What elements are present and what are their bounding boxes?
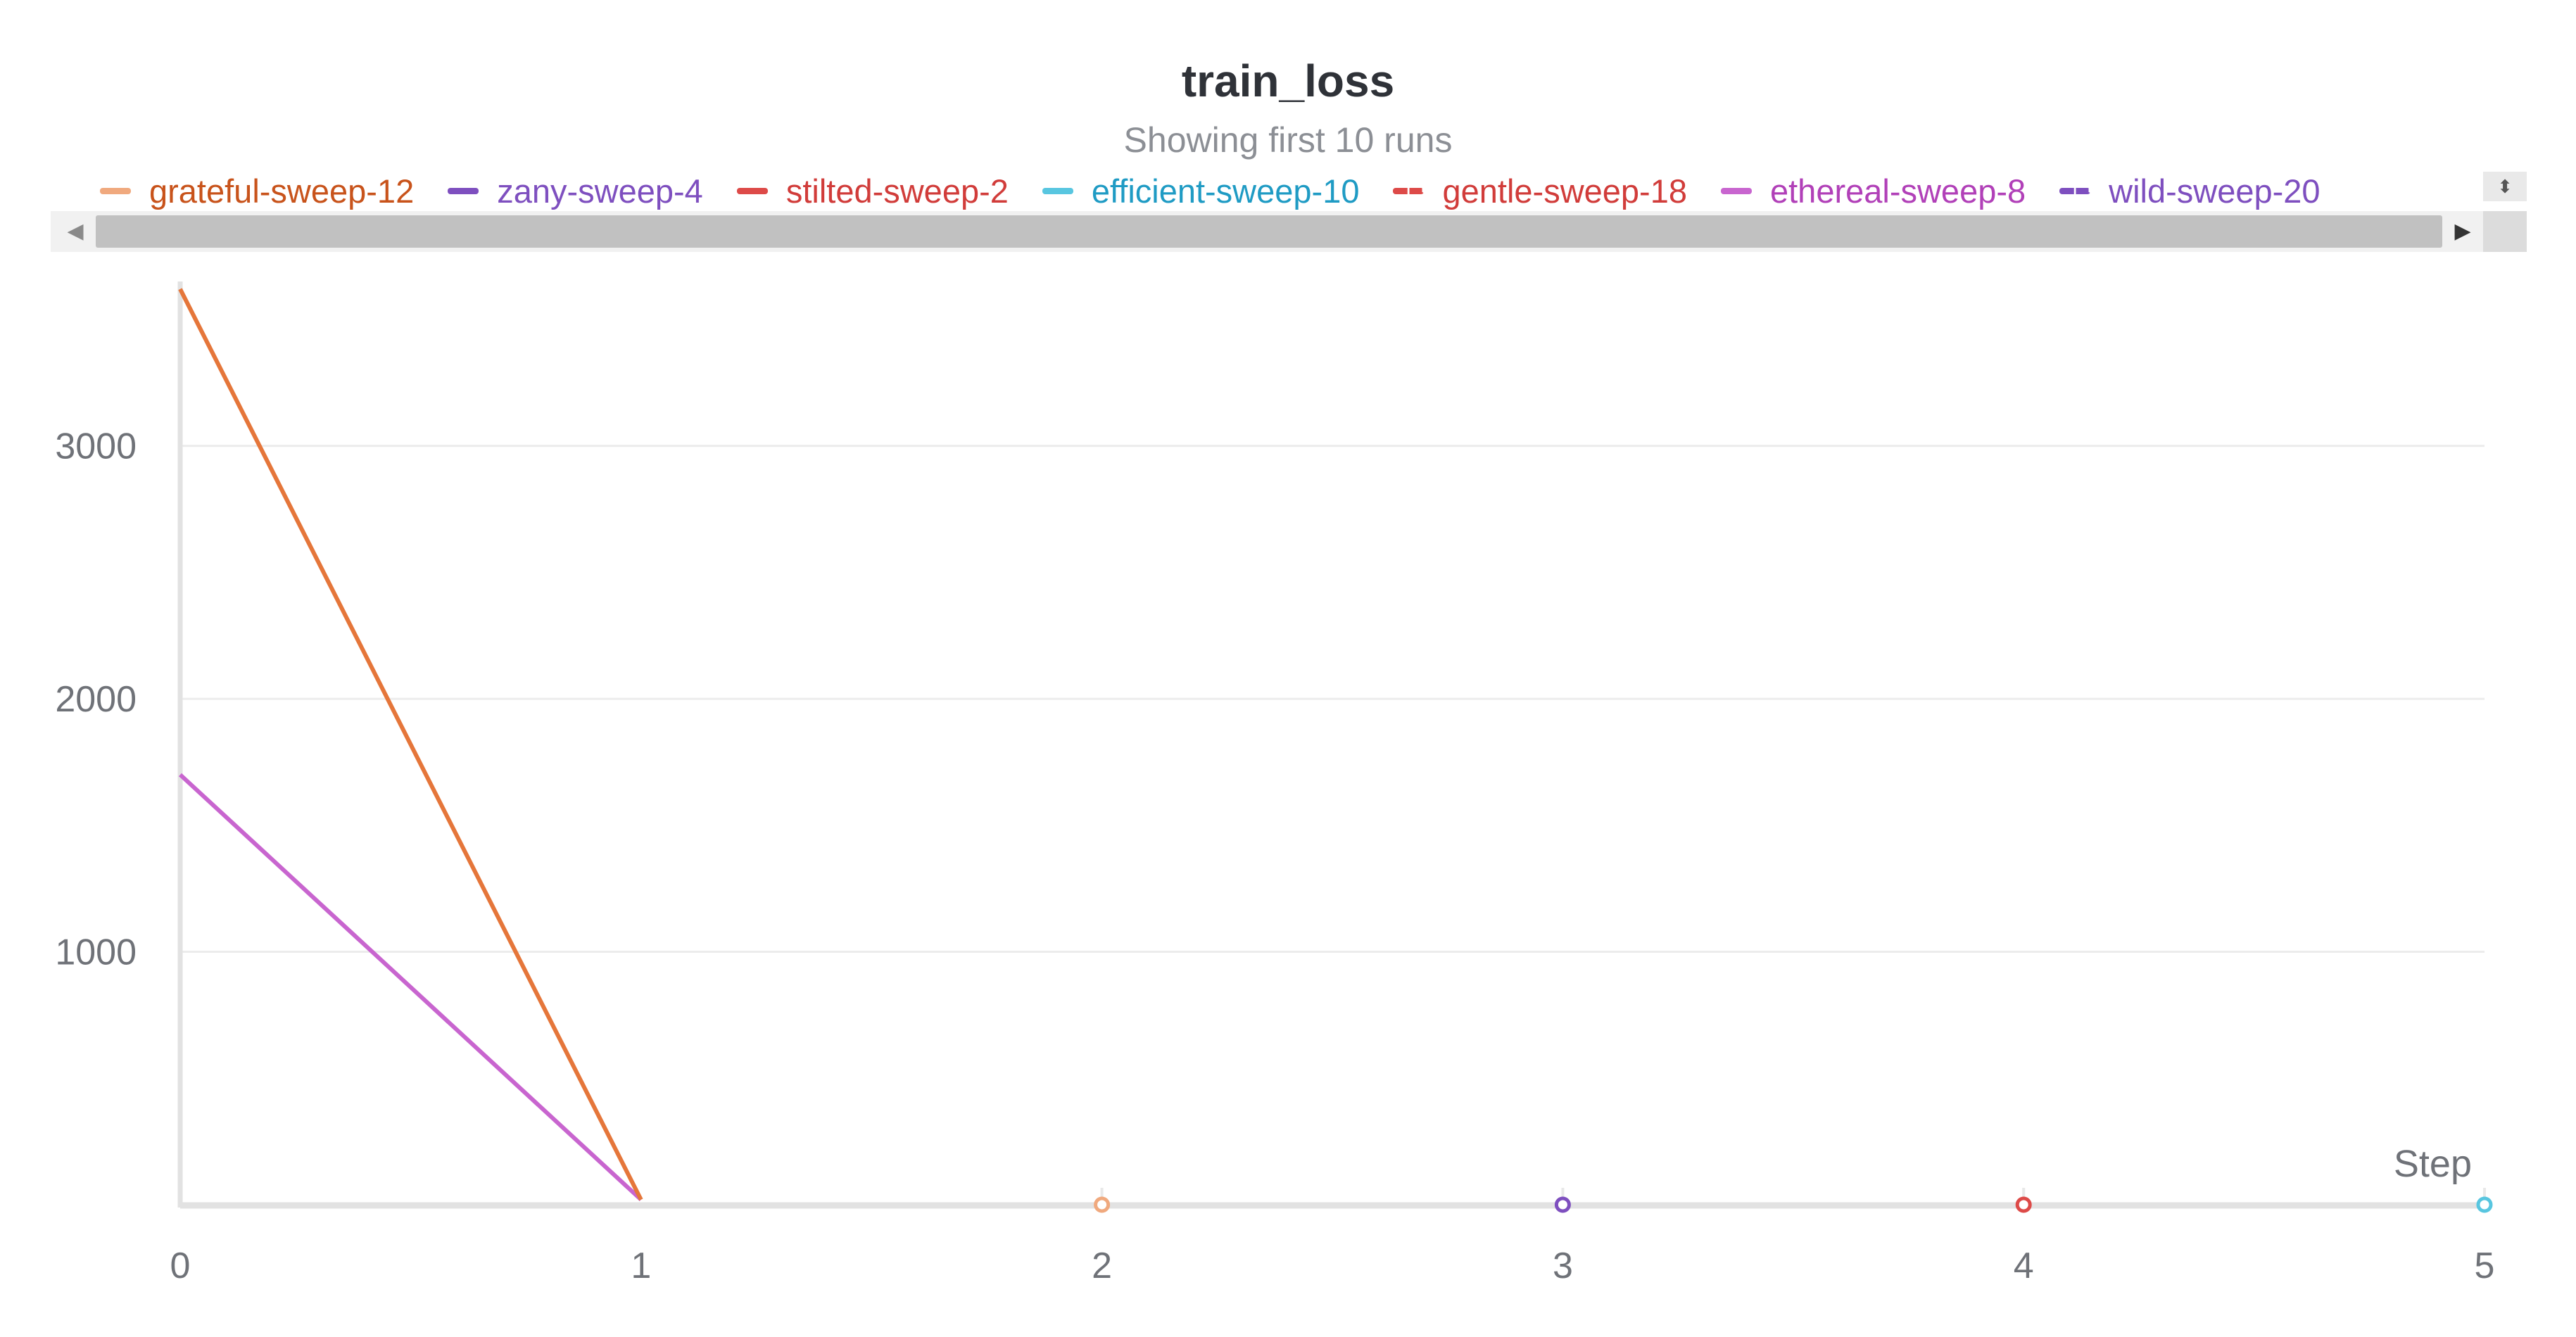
legend-label: ethereal-sweep-8 bbox=[1769, 172, 2026, 210]
series-lines bbox=[178, 288, 2493, 1213]
grid-lines bbox=[180, 445, 2485, 953]
legend-item[interactable]: stilted-sweep-2 bbox=[736, 172, 1009, 210]
series-line bbox=[178, 773, 643, 1202]
legend-swatch bbox=[1042, 187, 1073, 194]
data-point bbox=[2015, 1196, 2032, 1213]
legend-item[interactable]: wild-sweep-20 bbox=[2059, 172, 2321, 210]
legend-item[interactable]: grateful-sweep-12 bbox=[100, 172, 414, 210]
legend-items: grateful-sweep-12 zany-sweep-4 stilted-swe… bbox=[100, 167, 2354, 214]
legend-swatch bbox=[1393, 187, 1425, 194]
data-point bbox=[1094, 1196, 1111, 1213]
legend-swatch bbox=[2059, 187, 2091, 194]
axes bbox=[177, 281, 2485, 1209]
legend-swatch bbox=[100, 187, 131, 194]
legend: grateful-sweep-12 zany-sweep-4 stilted-swe… bbox=[51, 167, 2527, 252]
legend-swatch bbox=[1720, 187, 1752, 194]
legend-item[interactable]: ethereal-sweep-8 bbox=[1720, 172, 2026, 210]
scroll-right-arrow-icon[interactable]: ▶ bbox=[2454, 220, 2471, 243]
legend-label: gentle-sweep-18 bbox=[1442, 172, 1687, 210]
x-tick-label: 1 bbox=[631, 1246, 651, 1286]
legend-label: efficient-sweep-10 bbox=[1091, 172, 1360, 210]
x-axis-title: Step bbox=[2394, 1143, 2472, 1185]
x-tick-label: 5 bbox=[2475, 1246, 2495, 1286]
series-line bbox=[178, 288, 643, 1201]
chart-subtitle: Showing first 10 runs bbox=[1123, 120, 1453, 160]
legend-swatch bbox=[448, 187, 479, 194]
y-tick-label: 2000 bbox=[55, 679, 137, 720]
legend-swatch bbox=[736, 187, 768, 194]
legend-label: wild-sweep-20 bbox=[2109, 172, 2321, 210]
data-point bbox=[2476, 1196, 2493, 1213]
y-tick-label: 3000 bbox=[55, 426, 137, 467]
legend-item[interactable]: efficient-sweep-10 bbox=[1042, 172, 1360, 210]
chart-title: train_loss bbox=[1181, 56, 1395, 106]
legend-scroll-vertical-icon[interactable]: ⬍ bbox=[2483, 172, 2527, 201]
scroll-left-arrow-icon[interactable]: ◀ bbox=[67, 220, 84, 243]
legend-label: zany-sweep-4 bbox=[497, 172, 703, 210]
legend-item[interactable]: gentle-sweep-18 bbox=[1393, 172, 1687, 210]
scrollbar-thumb[interactable] bbox=[96, 215, 2442, 248]
legend-label: grateful-sweep-12 bbox=[149, 172, 415, 210]
x-tick-label: 0 bbox=[170, 1246, 191, 1286]
legend-item[interactable]: zany-sweep-4 bbox=[448, 172, 703, 210]
x-tick-label: 3 bbox=[1553, 1246, 1573, 1286]
legend-scrollbar[interactable]: ◀ ▶ bbox=[51, 211, 2527, 252]
legend-label: stilted-sweep-2 bbox=[785, 172, 1009, 210]
x-tick-label: 2 bbox=[1092, 1246, 1112, 1286]
data-point bbox=[1554, 1196, 1571, 1213]
scrollbar-corner bbox=[2483, 211, 2527, 252]
tick-labels: 1000 2000 3000 0 1 2 3 4 5 bbox=[55, 426, 2494, 1286]
x-tick-label: 4 bbox=[2014, 1246, 2034, 1286]
y-tick-label: 1000 bbox=[55, 932, 137, 973]
